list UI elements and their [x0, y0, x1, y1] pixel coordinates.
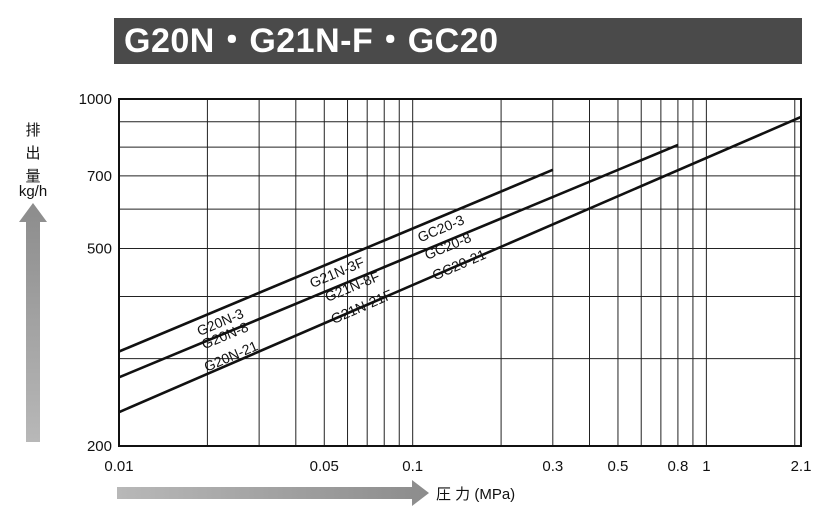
series-line-0 — [118, 168, 554, 353]
x-tick-label-0: 0.01 — [104, 458, 133, 475]
series-lines — [118, 115, 802, 414]
y-axis-label-1: 出 — [25, 145, 40, 162]
y-tick-label-0: 200 — [87, 438, 112, 455]
x-tick-labels: 0.01 0.05 0.1 0.3 0.5 0.8 1 2.1 — [104, 458, 811, 475]
grid — [119, 99, 801, 446]
y-tick-label-2: 700 — [87, 168, 112, 185]
y-tick-labels: 200 500 700 1000 — [79, 91, 112, 455]
y-axis-label-0: 排 — [25, 122, 40, 139]
y-axis-label-unit: kg/h — [19, 183, 47, 200]
series-labels: G20N-3G21N-3FGC20-3G20N-8G21N-8FGC20-8G2… — [194, 211, 488, 374]
x-tick-label-5: 0.8 — [667, 458, 688, 475]
x-tick-label-3: 0.3 — [542, 458, 563, 475]
x-tick-label-7: 2.1 — [791, 458, 812, 475]
x-tick-label-1: 0.05 — [310, 458, 339, 475]
x-tick-label-6: 1 — [702, 458, 710, 475]
chart-title: G20N・G21N-F・GC20 — [124, 22, 499, 60]
plot-frame — [118, 98, 802, 447]
title-bar — [114, 18, 802, 64]
x-tick-label-4: 0.5 — [608, 458, 629, 475]
x-axis-label: 圧 力 (MPa) — [436, 486, 515, 503]
y-tick-label-3: 1000 — [79, 91, 112, 108]
x-axis-arrow — [117, 480, 429, 506]
series-line-1 — [118, 143, 679, 379]
series-line-2 — [118, 115, 802, 414]
x-tick-label-2: 0.1 — [402, 458, 423, 475]
y-axis-label-2: 量 — [25, 168, 40, 185]
y-axis-arrow — [19, 203, 47, 442]
y-axis-title: 排 出 量 kg/h — [19, 122, 47, 200]
y-tick-label-1: 500 — [87, 240, 112, 257]
